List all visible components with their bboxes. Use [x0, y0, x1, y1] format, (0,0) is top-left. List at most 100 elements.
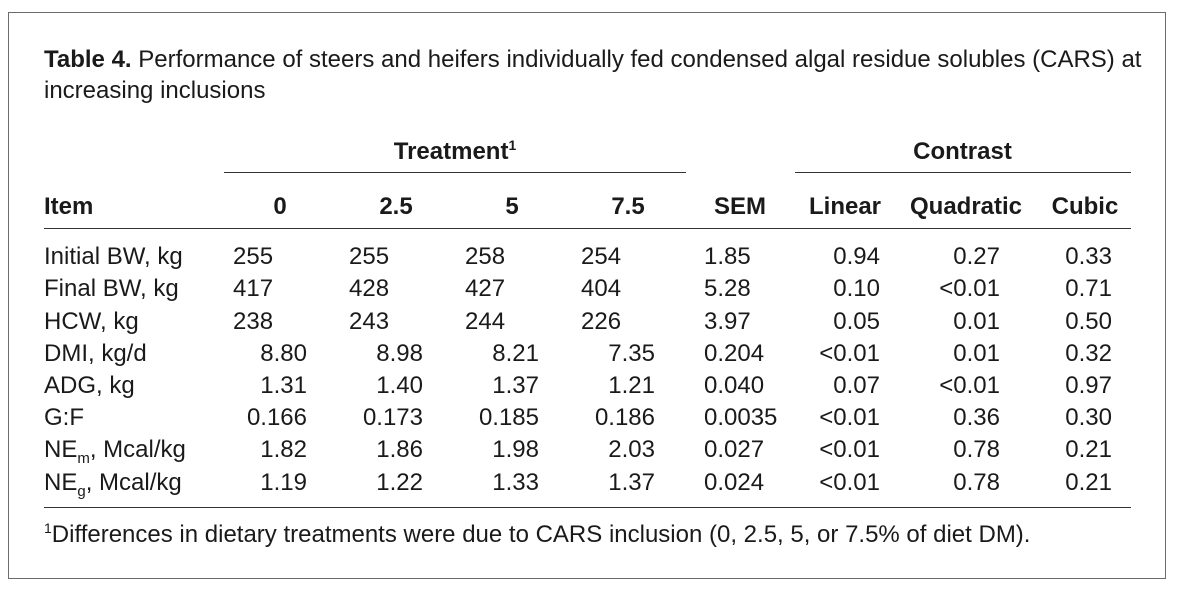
- cell-linear: <0.01: [819, 436, 880, 463]
- cell-sem: 5.28: [704, 275, 751, 302]
- cell-quadratic: 0.36: [953, 404, 1000, 431]
- contrast-underline: [795, 172, 1131, 173]
- cell-t0: 238: [233, 308, 274, 335]
- cell-linear: <0.01: [819, 340, 880, 367]
- item-text: , Mcal/kg: [85, 469, 182, 496]
- header-cubic: Cubic: [1051, 193, 1119, 220]
- table-label: Table 4.: [44, 46, 132, 73]
- cell-t5: 258: [465, 243, 506, 270]
- cell-cubic: 0.97: [1065, 372, 1112, 399]
- footnote-marker: 1: [508, 137, 517, 153]
- cell-t5: 1.37: [492, 372, 539, 399]
- cell-cubic: 0.50: [1065, 308, 1112, 335]
- cell-t75: 404: [581, 275, 622, 302]
- cell-cubic: 0.71: [1065, 275, 1112, 302]
- cell-sem: 0.024: [704, 469, 765, 496]
- row-item-label: DMI, kg/d: [44, 340, 147, 367]
- cell-quadratic: 0.78: [953, 469, 1000, 496]
- row-item-label: G:F: [44, 404, 84, 431]
- cell-cubic: 0.21: [1065, 469, 1112, 496]
- cell-quadratic: 0.01: [953, 308, 1000, 335]
- table-caption: Table 4. Performance of steers and heife…: [44, 44, 1144, 106]
- cell-t25: 1.86: [376, 436, 423, 463]
- cell-t5: 1.33: [492, 469, 539, 496]
- header-rule: [44, 228, 1131, 229]
- cell-t75: 254: [581, 243, 622, 270]
- item-subscript: g: [77, 483, 86, 500]
- row-item-label: Initial BW, kg: [44, 243, 183, 270]
- cell-quadratic: 0.27: [953, 243, 1000, 270]
- cell-linear: 0.10: [833, 275, 880, 302]
- cell-t0: 1.19: [260, 469, 307, 496]
- cell-cubic: 0.21: [1065, 436, 1112, 463]
- header-treatment-7-5: 7.5: [611, 193, 645, 220]
- cell-quadratic: <0.01: [939, 372, 1000, 399]
- cell-t75: 1.37: [608, 469, 655, 496]
- header-sem: SEM: [713, 193, 766, 220]
- item-text: NE: [44, 436, 78, 463]
- cell-cubic: 0.30: [1065, 404, 1112, 431]
- item-subscript: m: [77, 450, 90, 467]
- cell-t0: 8.80: [260, 340, 307, 367]
- cell-t25: 8.98: [376, 340, 423, 367]
- header-treatment-2-5: 2.5: [379, 193, 413, 220]
- row-item-label: Final BW, kg: [44, 275, 179, 302]
- cell-sem: 0.204: [704, 340, 765, 367]
- item-text: NE: [44, 469, 78, 496]
- footnote-mark: 1: [44, 520, 52, 536]
- table-footnote: 1Differences in dietary treatments were …: [44, 521, 1030, 549]
- cell-cubic: 0.32: [1065, 340, 1112, 367]
- cell-linear: 0.05: [833, 308, 880, 335]
- cell-t0: 0.166: [246, 404, 307, 431]
- cell-quadratic: <0.01: [939, 275, 1000, 302]
- cell-linear: 0.07: [833, 372, 880, 399]
- cell-t0: 417: [233, 275, 274, 302]
- cell-t75: 226: [581, 308, 622, 335]
- cell-t0: 1.82: [260, 436, 307, 463]
- row-item-label: NEm, Mcal/kg: [44, 436, 186, 467]
- cell-t75: 0.186: [594, 404, 655, 431]
- cell-t75: 1.21: [608, 372, 655, 399]
- cell-t75: 7.35: [608, 340, 655, 367]
- cell-sem: 0.0035: [704, 404, 778, 431]
- contrast-group-header: Contrast: [913, 138, 1012, 165]
- cell-t5: 1.98: [492, 436, 539, 463]
- cell-t0: 255: [233, 243, 274, 270]
- cell-sem: 1.85: [704, 243, 751, 270]
- header-item: Item: [44, 193, 94, 220]
- bottom-rule: [44, 507, 1131, 508]
- cell-t25: 1.40: [376, 372, 423, 399]
- cell-t5: 0.185: [478, 404, 539, 431]
- footnote-text: Differences in dietary treatments were d…: [51, 521, 1031, 548]
- cell-sem: 0.040: [704, 372, 765, 399]
- cell-t5: 8.21: [492, 340, 539, 367]
- header-treatment-0: 0: [273, 193, 287, 220]
- table-frame: [8, 12, 1166, 579]
- cell-t25: 243: [349, 308, 390, 335]
- cell-sem: 3.97: [704, 308, 751, 335]
- row-item-label: NEg, Mcal/kg: [44, 469, 182, 500]
- cell-quadratic: 0.01: [953, 340, 1000, 367]
- row-item-label: ADG, kg: [44, 372, 135, 399]
- cell-t5: 427: [465, 275, 506, 302]
- header-treatment-5: 5: [505, 193, 519, 220]
- cell-quadratic: 0.78: [953, 436, 1000, 463]
- cell-t25: 428: [349, 275, 390, 302]
- cell-t5: 244: [465, 308, 506, 335]
- cell-t25: 255: [349, 243, 390, 270]
- item-text: , Mcal/kg: [89, 436, 186, 463]
- cell-t0: 1.31: [260, 372, 307, 399]
- cell-cubic: 0.33: [1065, 243, 1112, 270]
- cell-t75: 2.03: [608, 436, 655, 463]
- header-linear: Linear: [808, 193, 882, 220]
- caption-text: Performance of steers and heifers indivi…: [44, 46, 1142, 104]
- cell-linear: <0.01: [819, 404, 880, 431]
- cell-linear: <0.01: [819, 469, 880, 496]
- row-item-label: HCW, kg: [44, 308, 139, 335]
- cell-sem: 0.027: [704, 436, 765, 463]
- cell-linear: 0.94: [833, 243, 880, 270]
- cell-t25: 0.173: [362, 404, 423, 431]
- cell-t25: 1.22: [376, 469, 423, 496]
- header-quadratic: Quadratic: [909, 193, 1023, 220]
- treatment-underline: [224, 172, 686, 173]
